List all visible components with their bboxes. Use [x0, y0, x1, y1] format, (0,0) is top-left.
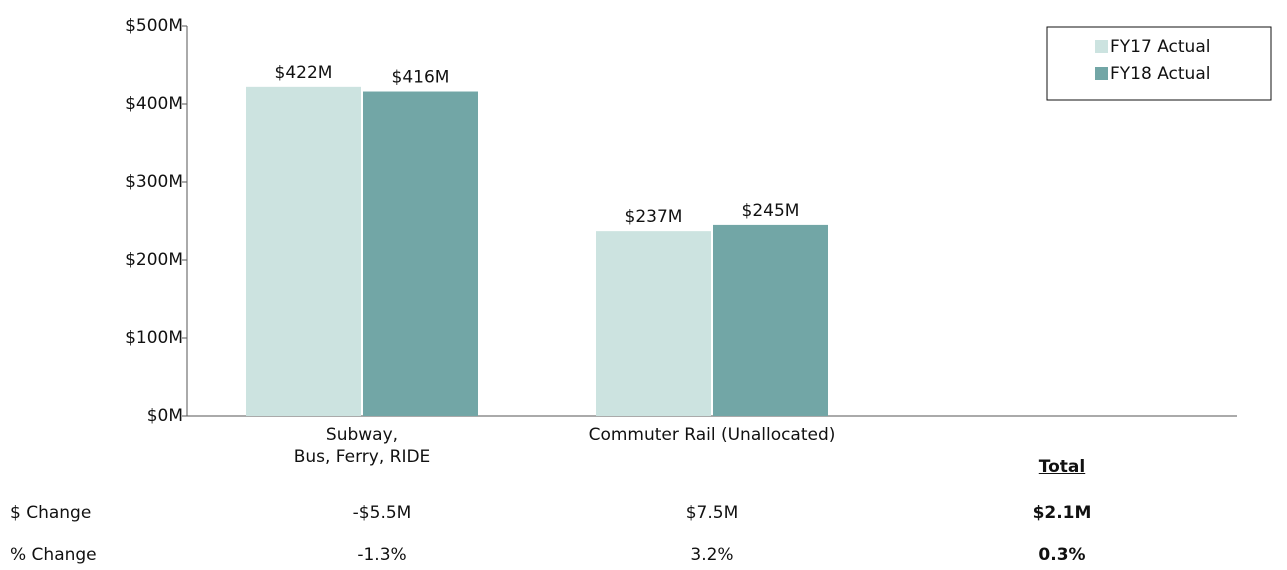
table-cell: $7.5M [685, 503, 739, 523]
y-tick-label: $0M [147, 406, 183, 426]
table-cell: -1.3% [357, 545, 407, 565]
table-cell: 3.2% [690, 545, 734, 565]
value-label: $245M [742, 201, 800, 221]
bar [363, 91, 478, 417]
y-tick-label: $300M [125, 172, 183, 192]
value-label: $416M [392, 68, 450, 88]
y-tick-label: $500M [125, 16, 183, 36]
table-header: Total [1038, 457, 1086, 477]
y-tick-label: $100M [125, 328, 183, 348]
bar [246, 86, 361, 416]
legend-label: FY18 Actual [1110, 64, 1210, 84]
value-label: $237M [625, 207, 683, 227]
x-tick-label: Subway, Bus, Ferry, RIDE [293, 425, 431, 467]
legend-box [1046, 26, 1272, 101]
bar [713, 224, 828, 416]
legend-swatch [1095, 40, 1108, 53]
legend-swatch [1095, 67, 1108, 80]
row-label: % Change [10, 545, 97, 565]
y-tick-label: $400M [125, 94, 183, 114]
value-label: $422M [275, 63, 333, 83]
row-label: $ Change [10, 503, 92, 523]
y-tick-label: $200M [125, 250, 183, 270]
bar [596, 231, 711, 416]
table-cell: 0.3% [1038, 545, 1086, 565]
legend-label: FY17 Actual [1110, 37, 1210, 57]
table-cell: $2.1M [1032, 503, 1092, 523]
x-tick-label: Commuter Rail (Unallocated) [588, 425, 836, 445]
table-cell: -$5.5M [352, 503, 412, 523]
